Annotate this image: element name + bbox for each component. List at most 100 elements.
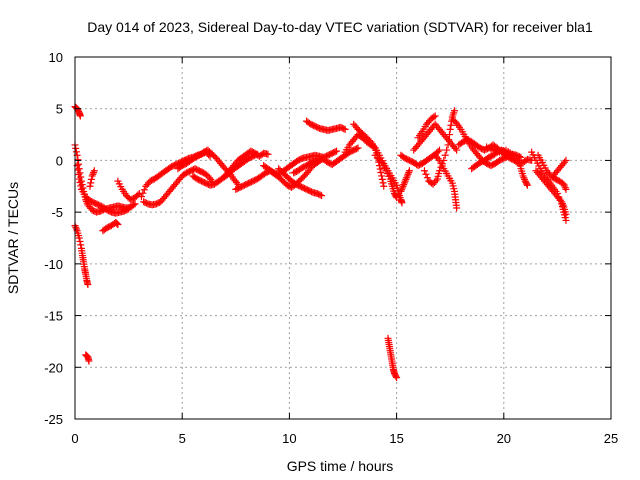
x-tick-label: 15 [389,431,403,446]
data-point-marker [423,174,431,182]
data-point-marker [562,216,570,224]
data-point-marker [134,191,142,199]
data-point-marker [72,223,80,231]
data-point-marker [561,184,569,192]
data-point-marker [420,167,428,175]
x-axis-label: GPS time / hours [287,458,394,474]
data-point-marker [378,172,386,180]
data-point-marker [86,182,94,190]
data-point-marker [400,179,408,187]
data-point-marker [90,168,98,176]
data-point-marker [77,241,85,249]
x-tick-label: 0 [71,431,78,446]
data-point-marker [318,192,326,200]
y-axis-label: SDTVAR / TECUs [5,182,21,294]
data-point-marker [451,144,459,152]
data-point-marker [76,237,84,245]
data-point-marker [443,146,451,154]
data-point-marker [561,182,569,190]
data-point-marker [399,182,407,190]
data-points [71,103,570,382]
axis-ticks [74,56,612,420]
data-point-marker [316,191,324,199]
data-point-marker [88,172,96,180]
data-point-marker [76,112,84,120]
data-point-marker [562,156,570,164]
data-point-marker [333,147,341,155]
data-point-marker [75,234,83,242]
data-point-marker [137,193,145,201]
data-point-marker [562,210,570,218]
data-point-marker [521,175,529,183]
data-point-marker [422,170,430,178]
data-point-marker [403,174,411,182]
data-point-marker [72,148,80,156]
data-point-marker [559,201,567,209]
data-point-marker [453,204,461,212]
data-point-marker [130,201,138,209]
data-point-marker [392,192,400,200]
data-point-marker [89,170,97,178]
data-point-marker [405,167,413,175]
data-point-marker [444,141,452,149]
data-point-marker [233,178,241,186]
x-tick-label: 5 [179,431,186,446]
data-point-marker [354,144,362,152]
y-tick-label: -20 [44,360,63,375]
data-point-marker [72,144,80,152]
data-point-marker [207,175,215,183]
chart-title: Day 014 of 2023, Sidereal Day-to-day VTE… [87,19,593,35]
data-point-marker [398,186,406,194]
data-point-marker [453,146,461,154]
data-point-marker [377,168,385,176]
y-tick-label: -10 [44,257,63,272]
data-point-marker [447,121,455,129]
data-point-marker [76,178,84,186]
y-tick-label: -15 [44,309,63,324]
y-tick-label: 0 [56,153,63,168]
data-point-marker [140,186,148,194]
data-point-marker [340,125,348,133]
data-point-marker [560,180,568,188]
data-point-marker [561,158,569,166]
data-point-marker [75,160,83,168]
data-point-marker [114,221,122,229]
data-point-marker [445,136,453,144]
data-point-marker [379,179,387,187]
data-point-marker [393,374,401,382]
tick-labels: 0 5 10 15 20 25 -25 -20 -15 -10 -5 0 5 10 [44,50,618,446]
data-point-marker [87,175,95,183]
data-point-marker [445,131,453,139]
data-point-marker [403,172,411,180]
data-point-marker [264,150,272,158]
data-point-marker [562,185,570,193]
data-point-marker [434,147,442,155]
data-point-marker [398,199,406,207]
data-point-marker [75,175,83,183]
data-point-marker [431,112,439,120]
data-point-marker [398,184,406,192]
data-point-marker [77,182,85,190]
data-point-marker [397,187,405,195]
y-tick-label: 5 [56,102,63,117]
data-point-marker [446,125,454,133]
data-point-marker [331,148,339,156]
data-point-marker [123,206,131,214]
data-point-marker [376,165,384,173]
plot-frame [74,56,612,420]
data-point-marker [450,107,458,115]
data-point-marker [402,175,410,183]
data-point-marker [441,151,449,159]
data-point-marker [519,172,527,180]
data-point-marker [353,145,361,153]
data-point-marker [393,194,401,202]
x-tick-label: 25 [604,431,618,446]
data-point-marker [392,372,400,380]
data-point-marker [139,189,147,197]
data-point-marker [404,170,412,178]
data-point-marker [74,156,82,164]
x-tick-label: 20 [497,431,511,446]
data-point-marker [90,167,98,175]
